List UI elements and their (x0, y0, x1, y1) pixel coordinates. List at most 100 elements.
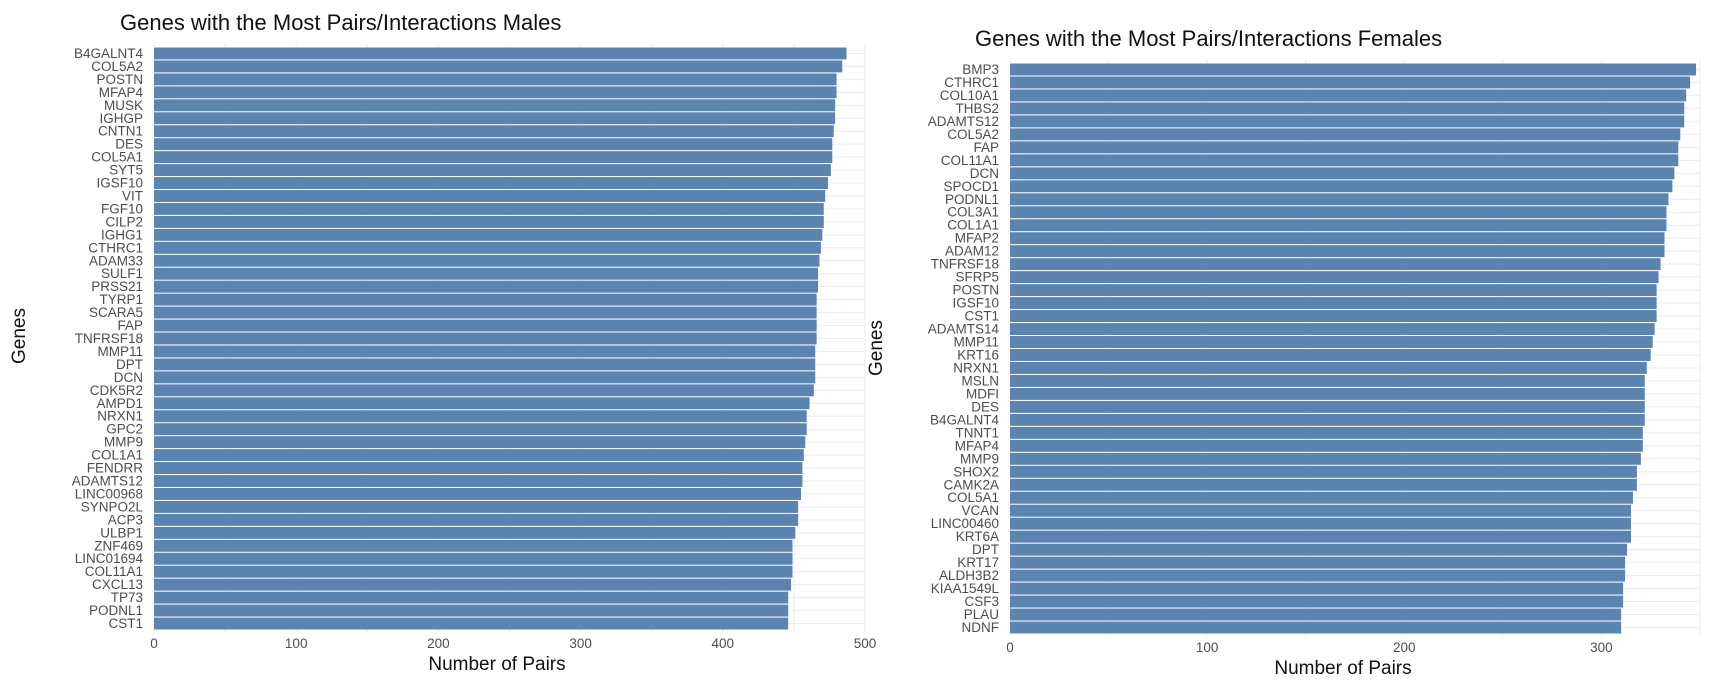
bar (1010, 245, 1665, 258)
bar (154, 617, 789, 630)
bar (154, 358, 816, 371)
y-tick-label: DPT (972, 542, 999, 557)
y-tick-label: IGHG1 (101, 227, 143, 242)
bar (154, 513, 799, 526)
y-tick-label: KRT16 (957, 347, 999, 362)
y-tick-label: PLAU (964, 607, 999, 622)
y-tick-label: IGSF10 (96, 176, 143, 191)
bar (154, 604, 789, 617)
bar (1010, 310, 1657, 323)
y-tick-label: PODNL1 (89, 603, 143, 618)
y-tick-label: COL3A1 (947, 205, 999, 220)
bar (1010, 478, 1637, 491)
y-tick-label: DCN (114, 370, 143, 385)
y-tick-label: LINC00460 (931, 516, 999, 531)
bar (1010, 115, 1685, 128)
bar (1010, 154, 1679, 167)
y-tick-label: COL5A1 (91, 150, 143, 165)
bar (1010, 193, 1669, 206)
bar (154, 539, 793, 552)
bar (1010, 141, 1679, 154)
bar (154, 47, 847, 60)
bar (154, 73, 837, 86)
bar (1010, 219, 1667, 232)
y-tick-label: ACP3 (108, 512, 143, 527)
y-tick-label: DCN (970, 166, 999, 181)
x-tick-label: 400 (712, 636, 735, 651)
y-tick-label: TP73 (111, 590, 143, 605)
bar (154, 449, 804, 462)
y-tick-label: ADAMTS12 (928, 114, 999, 129)
y-tick-label: ALDH3B2 (939, 568, 999, 583)
y-tick-label: NRXN1 (97, 409, 143, 424)
bar (154, 138, 833, 151)
bar (1010, 452, 1641, 465)
y-tick-label: SPOCD1 (943, 179, 999, 194)
y-tick-label: ADAM12 (945, 244, 999, 259)
y-tick-label: FAP (973, 140, 999, 155)
y-tick-label: THBS2 (955, 101, 999, 116)
bar (1010, 491, 1633, 504)
bar (1010, 439, 1643, 452)
bar (1010, 595, 1624, 608)
bar (154, 436, 806, 449)
bar (1010, 504, 1631, 517)
y-tick-label: AMPD1 (96, 396, 143, 411)
y-tick-label: SYNPO2L (81, 499, 144, 514)
bar (154, 125, 834, 138)
chart-title: Genes with the Most Pairs/Interactions F… (975, 26, 1442, 51)
x-tick-label: 200 (427, 636, 450, 651)
bar (1010, 413, 1645, 426)
y-tick-label: ZNF469 (94, 538, 143, 553)
bar (1010, 361, 1647, 374)
bar (154, 578, 792, 591)
bar (154, 488, 802, 500)
y-tick-label: DES (971, 399, 999, 414)
bar (1010, 89, 1687, 102)
bar (154, 565, 793, 578)
bar (154, 267, 819, 280)
bar (154, 164, 831, 177)
x-tick-label: 300 (1590, 640, 1613, 655)
bar (1010, 530, 1631, 543)
y-tick-label: CXCL13 (92, 577, 143, 592)
y-tick-label: MMP9 (960, 451, 999, 466)
y-tick-label: DES (115, 137, 143, 152)
bar (154, 371, 816, 384)
bar (154, 190, 826, 202)
y-tick-label: MFAP2 (955, 231, 999, 246)
y-tick-label: LINC00968 (75, 486, 143, 501)
y-tick-label: CDK5R2 (90, 383, 143, 398)
y-tick-label: NDNF (962, 620, 1000, 635)
bar (1010, 284, 1657, 297)
y-tick-label: TYRP1 (99, 292, 143, 307)
bar (154, 591, 789, 604)
plot-area-females: BMP3CTHRC1COL10A1THBS2ADAMTS12COL5A2FAPC… (928, 59, 1701, 655)
y-tick-label: PRSS21 (91, 279, 143, 294)
bar (154, 526, 796, 539)
chart-title: Genes with the Most Pairs/Interactions M… (120, 10, 561, 35)
bar (1010, 180, 1673, 193)
bar (154, 99, 836, 112)
y-tick-label: ULBP1 (100, 525, 143, 540)
y-tick-label: CNTN1 (98, 124, 143, 139)
bar (154, 332, 817, 345)
y-tick-label: COL5A2 (91, 59, 143, 74)
y-tick-label: CTHRC1 (944, 75, 999, 90)
bar (1010, 167, 1675, 180)
bar (1010, 258, 1661, 271)
bar (154, 177, 829, 189)
bar (154, 462, 803, 475)
bar (154, 60, 843, 73)
y-tick-label: FGF10 (101, 201, 143, 216)
bar (154, 241, 821, 254)
chart-panel-females: BMP3CTHRC1COL10A1THBS2ADAMTS12COL5A2FAPC… (866, 26, 1701, 679)
bar (154, 423, 807, 436)
y-tick-label: MMP11 (97, 344, 143, 359)
y-tick-label: POSTN (96, 72, 143, 87)
y-tick-label: MUSK (104, 98, 143, 113)
y-tick-label: TNFRSF18 (75, 331, 143, 346)
bar (1010, 336, 1653, 348)
bar (1010, 76, 1691, 89)
x-tick-label: 500 (854, 636, 877, 651)
